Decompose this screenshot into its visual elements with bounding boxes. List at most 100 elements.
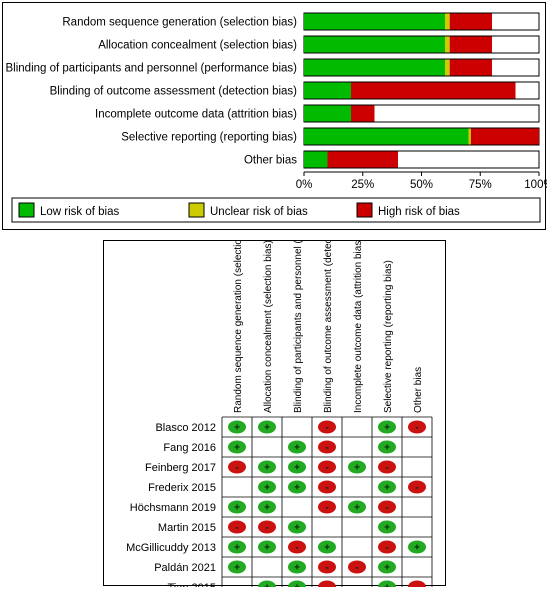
study-label: Fang 2016 xyxy=(163,442,216,454)
rating-symbol: + xyxy=(294,463,300,474)
rating-dot xyxy=(258,500,276,514)
low-risk-icon: + xyxy=(378,520,396,534)
rating-dot xyxy=(378,480,396,494)
rating-symbol: - xyxy=(265,523,268,534)
rating-symbol: - xyxy=(325,483,328,494)
legend-swatch xyxy=(188,202,205,218)
rating-dot xyxy=(228,500,246,514)
category-label: Other bias xyxy=(244,155,297,167)
rating-symbol: + xyxy=(234,563,240,574)
low-risk-icon: + xyxy=(408,540,426,554)
rating-symbol: + xyxy=(384,483,390,494)
low-risk-icon: + xyxy=(288,440,306,454)
category-label: Incomplete outcome data (attrition bias) xyxy=(95,109,297,121)
rating-symbol: + xyxy=(294,443,300,454)
risk-of-bias-bar-chart: Random sequence generation (selection bi… xyxy=(6,12,550,223)
column-header: Random sequence generation (selection bi… xyxy=(233,241,244,413)
rating-dot xyxy=(408,480,426,494)
column-header: Allocation concealment (selection bias) xyxy=(263,241,274,413)
high-risk-icon: - xyxy=(318,480,336,494)
rating-dot xyxy=(378,420,396,434)
rating-symbol: - xyxy=(355,563,358,574)
column-header: Selective reporting (reporting bias) xyxy=(383,260,394,413)
bar-segment xyxy=(304,151,328,168)
bar-segment xyxy=(449,36,492,53)
rating-symbol: + xyxy=(414,543,420,554)
rating-symbol: + xyxy=(234,443,240,454)
x-tick-label: 100% xyxy=(524,179,547,191)
rating-dot xyxy=(288,540,306,554)
rating-symbol: + xyxy=(384,563,390,574)
high-risk-icon: - xyxy=(318,440,336,454)
low-risk-icon: + xyxy=(378,480,396,494)
bar-segment xyxy=(468,128,471,145)
bar-segment xyxy=(351,82,516,99)
rating-symbol: - xyxy=(325,463,328,474)
rating-symbol: - xyxy=(325,423,328,434)
rating-symbol: + xyxy=(384,423,390,434)
rating-dot xyxy=(288,520,306,534)
rating-dot xyxy=(258,540,276,554)
rating-symbol: + xyxy=(264,483,270,494)
rating-symbol: + xyxy=(294,483,300,494)
rating-symbol: - xyxy=(235,463,238,474)
high-risk-icon: - xyxy=(288,540,306,554)
rating-symbol: - xyxy=(415,583,418,588)
rating-dot xyxy=(318,560,336,574)
legend-box xyxy=(11,197,541,223)
high-risk-icon: - xyxy=(318,460,336,474)
risk-of-bias-summary-panel: Random sequence generation (selection bi… xyxy=(2,2,550,230)
bar-segment xyxy=(304,105,351,122)
high-risk-icon: - xyxy=(378,460,396,474)
legend-label: High risk of bias xyxy=(378,206,460,218)
rating-symbol: - xyxy=(415,483,418,494)
low-risk-icon: + xyxy=(378,560,396,574)
high-risk-icon: - xyxy=(408,580,426,592)
low-risk-icon: + xyxy=(228,500,246,514)
risk-of-bias-table: Random sequence generation (selection bi… xyxy=(126,160,433,592)
rating-symbol: + xyxy=(384,443,390,454)
low-risk-icon: + xyxy=(258,580,276,592)
rating-symbol: + xyxy=(354,503,360,514)
rating-symbol: - xyxy=(415,423,418,434)
bar-segment xyxy=(449,13,492,30)
rating-symbol: - xyxy=(385,463,388,474)
rating-dot xyxy=(378,460,396,474)
low-risk-icon: + xyxy=(348,500,366,514)
study-label: Höchsmann 2019 xyxy=(130,502,216,514)
rating-symbol: + xyxy=(294,583,300,588)
legend-label: Unclear risk of bias xyxy=(210,206,308,218)
rating-symbol: + xyxy=(264,543,270,554)
x-tick-label: 0% xyxy=(296,179,313,191)
rating-symbol: + xyxy=(234,543,240,554)
rating-dot xyxy=(318,480,336,494)
low-risk-icon: + xyxy=(378,440,396,454)
rating-symbol: + xyxy=(234,423,240,434)
category-label: Allocation concealment (selection bias) xyxy=(98,40,297,52)
bar-segment xyxy=(445,13,450,30)
bar-segment xyxy=(470,128,539,145)
low-risk-icon: + xyxy=(318,540,336,554)
high-risk-icon: - xyxy=(318,420,336,434)
legend-swatch xyxy=(356,202,373,218)
low-risk-icon: + xyxy=(258,480,276,494)
low-risk-icon: + xyxy=(288,560,306,574)
column-header: Incomplete outcome data (attrition bias) xyxy=(353,241,364,413)
rating-symbol: - xyxy=(295,543,298,554)
low-risk-icon: + xyxy=(228,540,246,554)
rating-dot xyxy=(318,540,336,554)
high-risk-icon: - xyxy=(318,560,336,574)
rating-dot xyxy=(288,480,306,494)
rating-dot xyxy=(228,540,246,554)
low-risk-icon: + xyxy=(258,500,276,514)
rating-symbol: - xyxy=(325,443,328,454)
bar-segment xyxy=(304,128,469,145)
rating-symbol: + xyxy=(264,463,270,474)
bar-segment xyxy=(449,59,492,76)
low-risk-icon: + xyxy=(288,520,306,534)
rating-dot xyxy=(258,480,276,494)
column-header: Other bias xyxy=(413,367,424,413)
rating-symbol: - xyxy=(325,563,328,574)
rating-dot xyxy=(348,460,366,474)
bar-segment xyxy=(304,59,445,76)
